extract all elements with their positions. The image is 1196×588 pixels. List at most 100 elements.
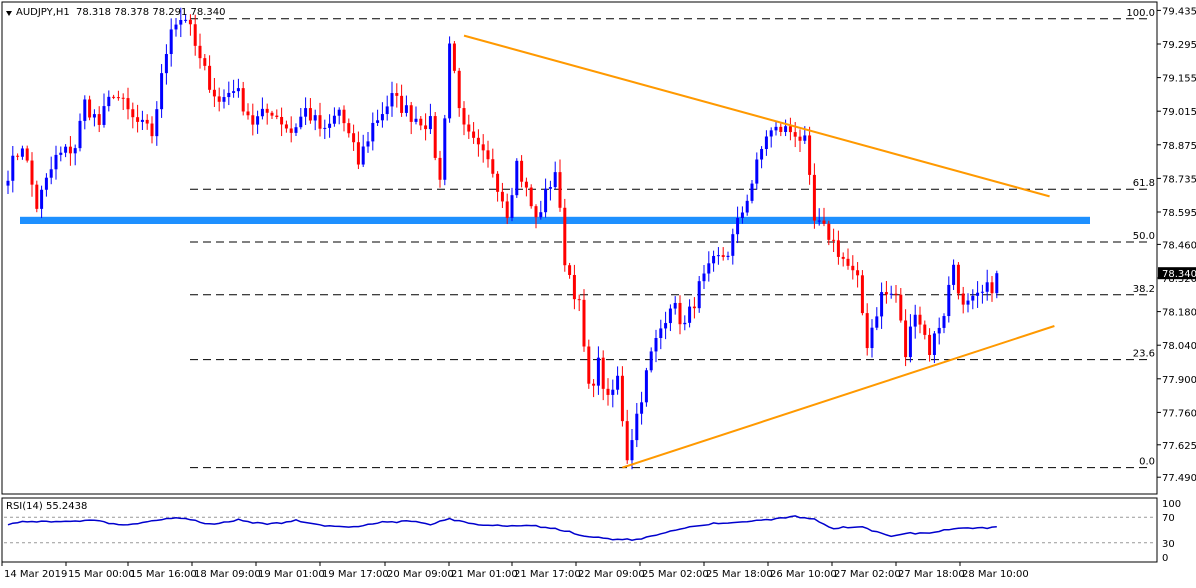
candle-body [769, 130, 773, 137]
fib-level-label: 50.0 [1133, 231, 1155, 242]
candle-body [332, 115, 336, 124]
candle-body [88, 99, 92, 118]
rsi-tick-label: 70 [1162, 513, 1175, 524]
candle-body [966, 300, 970, 305]
ohlc-label: 78.318 78.378 78.291 78.340 [76, 7, 226, 18]
candle-body [995, 273, 999, 294]
candle-body [481, 144, 485, 151]
candle-body [443, 118, 447, 180]
candle-body [452, 43, 456, 71]
candle-body [270, 112, 274, 116]
time-tick-label: 21 Mar 01:00 [451, 569, 518, 580]
candle-body [985, 282, 989, 292]
candle-body [635, 413, 639, 441]
price-tick-label: 78.460 [1162, 240, 1196, 251]
candle-body [558, 172, 562, 208]
candle-body [380, 114, 384, 121]
candle-body [649, 351, 653, 371]
candle-body [318, 115, 322, 129]
rsi-tick-label: 30 [1162, 539, 1175, 550]
candle-body [731, 234, 735, 256]
rsi-tick-label: 0 [1162, 553, 1168, 564]
time-tick-label: 27 Mar 02:00 [834, 569, 901, 580]
candle-body [942, 316, 946, 328]
candle-body [534, 206, 538, 218]
candle-body [515, 160, 519, 196]
candle-body [856, 270, 860, 276]
candle-body [409, 105, 413, 122]
price-axis: 79.435 79.295 79.155 79.015 78.875 78.735 78.5… [1157, 6, 1196, 484]
candle-body [121, 97, 125, 99]
support-trendline[interactable] [622, 325, 1055, 469]
candle-body [289, 128, 293, 133]
candle-body [347, 123, 351, 134]
candle-body [59, 152, 63, 155]
candle-body [899, 294, 903, 321]
candle-body [832, 239, 836, 241]
candle-body [11, 155, 15, 181]
chart-dropdown-icon[interactable] [6, 11, 12, 16]
candle-body [155, 109, 159, 137]
rsi-line [7, 515, 997, 541]
candle-body [428, 116, 432, 130]
candle-body [947, 284, 951, 317]
candle-body [328, 123, 332, 128]
candle-body [822, 220, 826, 224]
fib-level-label: 100.0 [1126, 8, 1155, 19]
candle-body [107, 96, 111, 107]
candle-body [54, 154, 58, 170]
candle-body [208, 65, 212, 90]
price-tick-label: 77.490 [1162, 473, 1196, 484]
candle-body [6, 180, 10, 186]
candle-body [870, 327, 874, 349]
candle-body [620, 375, 624, 422]
resistance-trendline[interactable] [463, 34, 1050, 198]
candle-body [102, 106, 106, 125]
candle-body [188, 19, 192, 25]
candle-body [884, 292, 888, 295]
candle-body [697, 281, 701, 309]
candles [6, 7, 999, 470]
candle-body [640, 402, 644, 414]
candle-body [241, 88, 245, 112]
candle-body [568, 265, 572, 275]
candle-body [145, 119, 149, 124]
rsi-line-layer [7, 515, 997, 541]
time-tick-label: 27 Mar 18:00 [898, 569, 965, 580]
candle-body [990, 282, 994, 294]
time-tick-label: 18 Mar 09:00 [194, 569, 261, 580]
candle-body [496, 173, 500, 192]
candle-body [803, 135, 807, 141]
candle-body [116, 97, 120, 99]
candle-body [448, 43, 452, 119]
candle-body [222, 97, 226, 102]
candle-body [212, 89, 216, 97]
candle-body [932, 333, 936, 355]
candle-body [894, 293, 898, 295]
candle-body [457, 70, 461, 109]
candle-body [68, 146, 72, 154]
candle-body [184, 19, 188, 21]
candle-body [880, 292, 884, 317]
candle-body [83, 99, 87, 121]
candle-body [462, 108, 466, 125]
candle-body [563, 207, 567, 266]
candle-body [524, 181, 528, 188]
candle-body [678, 302, 682, 325]
candle-body [78, 120, 82, 149]
candle-body [150, 123, 154, 137]
candle-body [265, 108, 269, 113]
candle-body [356, 142, 360, 165]
price-tick-label: 79.295 [1162, 40, 1196, 51]
candle-body [596, 357, 600, 386]
candle-body [472, 131, 476, 138]
candle-body [688, 306, 692, 323]
candle-body [692, 306, 696, 309]
current-price-label: 78.340 [1162, 269, 1196, 280]
fib-levels: 100.0 61.8 50.0 38.2 23.6 0.0 [190, 8, 1155, 469]
candle-body [683, 322, 687, 325]
fib-level-label: 23.6 [1133, 349, 1155, 360]
fib-level-label: 38.2 [1133, 284, 1155, 295]
